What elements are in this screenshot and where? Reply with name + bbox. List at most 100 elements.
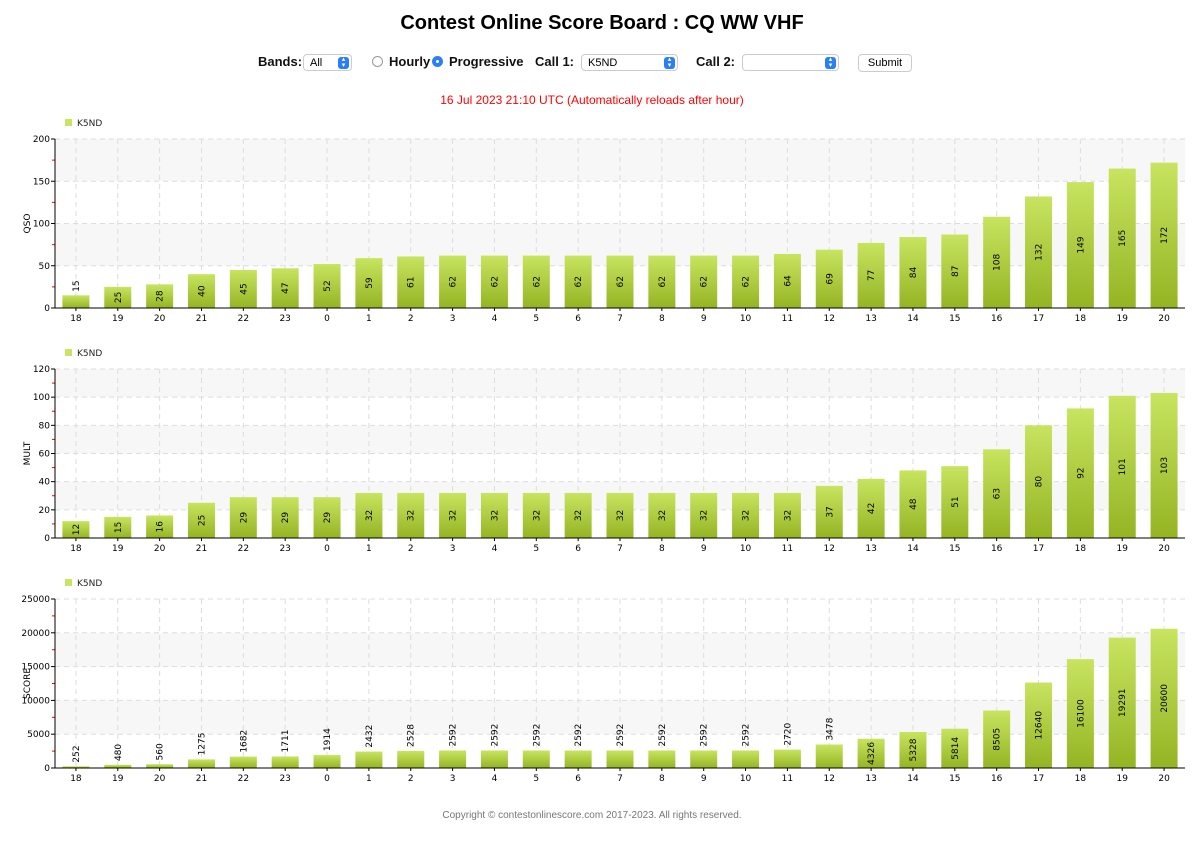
chart-mult: K5ND020406080100120MULT12181519162025212… [23,349,1185,554]
bar [62,766,90,768]
x-tick-label: 7 [617,314,623,324]
x-tick-label: 22 [238,544,249,554]
x-tick-label: 6 [575,774,581,784]
y-tick-label: 40 [39,478,51,488]
x-tick-label: 14 [907,314,919,324]
bar-value-label: 1682 [239,730,249,753]
x-tick-label: 1 [366,314,372,324]
bar-value-label: 12640 [1035,711,1045,740]
x-tick-label: 18 [70,544,82,554]
bar [104,286,132,308]
bar [229,756,257,768]
copyright-footer: Copyright © contestonlinescore.com 2017-… [442,810,742,821]
x-tick-label: 18 [1075,774,1087,784]
x-tick-label: 14 [907,774,919,784]
bar [313,497,341,538]
y-tick-label: 80 [39,421,51,431]
x-tick-label: 23 [279,774,290,784]
x-tick-label: 12 [824,774,835,784]
hourly-label[interactable]: Hourly [389,54,431,69]
page-title: Contest Online Score Board : CQ WW VHF [400,12,804,34]
bar [146,284,174,308]
hourly-radio[interactable] [372,56,383,67]
bar [815,744,843,768]
chevron-updown-icon: ▴ ▾ [825,56,836,69]
x-tick-label: 20 [1158,774,1170,784]
bar [690,255,718,308]
bar [1025,425,1053,538]
bands-value: All [310,57,323,69]
bar [480,492,508,538]
bar [1108,637,1136,768]
bar-value-label: 15 [114,522,124,533]
progressive-radio[interactable] [432,56,443,67]
bands-select[interactable]: All ▴ ▾ [303,54,352,71]
bar [564,492,592,538]
call2-select[interactable]: ▴ ▾ [742,54,839,71]
bar [355,751,383,768]
bar-value-label: 77 [867,270,877,281]
bar [1025,196,1053,308]
progressive-label[interactable]: Progressive [449,54,524,69]
bar-value-label: 2432 [365,725,375,748]
bar-value-label: 62 [490,276,500,287]
bar [732,255,760,308]
x-tick-label: 19 [1116,544,1128,554]
bar-value-label: 32 [407,510,417,521]
bar-value-label: 52 [323,280,333,291]
x-tick-label: 13 [865,314,876,324]
bar-value-label: 1275 [197,733,207,756]
bar-value-label: 42 [867,503,877,514]
bar-value-label: 48 [909,498,919,510]
bar [480,750,508,768]
bar [271,497,299,538]
bar [564,255,592,308]
bar-value-label: 80 [1035,476,1045,488]
x-tick-label: 4 [492,544,498,554]
submit-button[interactable]: Submit [858,54,912,72]
bar-value-label: 1711 [281,730,291,753]
bar-value-label: 63 [993,488,1003,499]
legend-label: K5ND [77,119,102,129]
x-tick-label: 3 [450,774,456,784]
call1-select[interactable]: K5ND ▴ ▾ [581,54,678,71]
bar-value-label: 2720 [783,722,793,745]
x-tick-label: 10 [740,544,752,554]
x-tick-label: 23 [279,544,290,554]
bar-value-label: 3478 [825,717,835,740]
bar-value-label: 29 [281,512,291,524]
x-tick-label: 20 [1158,544,1170,554]
bar [941,728,969,768]
bar-value-label: 37 [825,506,835,517]
bar-value-label: 87 [951,266,961,277]
x-tick-label: 8 [659,544,665,554]
x-tick-label: 15 [949,314,960,324]
x-tick-label: 9 [701,314,707,324]
bar-value-label: 2592 [490,724,500,747]
bar-value-label: 29 [323,512,333,524]
bar-value-label: 101 [1118,458,1128,475]
x-tick-label: 3 [450,544,456,554]
bar-value-label: 62 [616,276,626,287]
bar [732,492,760,538]
bands-label: Bands: [258,54,303,69]
y-tick-label: 120 [33,365,50,375]
x-tick-label: 4 [492,314,498,324]
x-tick-label: 0 [324,774,330,784]
y-axis-label: SCORE [23,668,33,699]
y-tick-label: 200 [33,135,50,145]
bar [857,242,885,308]
bar-value-label: 32 [532,510,542,521]
status-text: 16 Jul 2023 21:10 UTC (Automatically rel… [440,93,744,107]
x-tick-label: 9 [701,774,707,784]
x-tick-label: 21 [196,314,207,324]
x-tick-label: 9 [701,544,707,554]
x-tick-label: 5 [533,544,539,554]
bar [187,759,215,768]
bar-value-label: 51 [951,496,961,507]
bar [1066,182,1094,308]
x-tick-label: 1 [366,544,372,554]
bar [983,449,1011,538]
x-tick-label: 2 [408,774,414,784]
bar [229,269,257,308]
